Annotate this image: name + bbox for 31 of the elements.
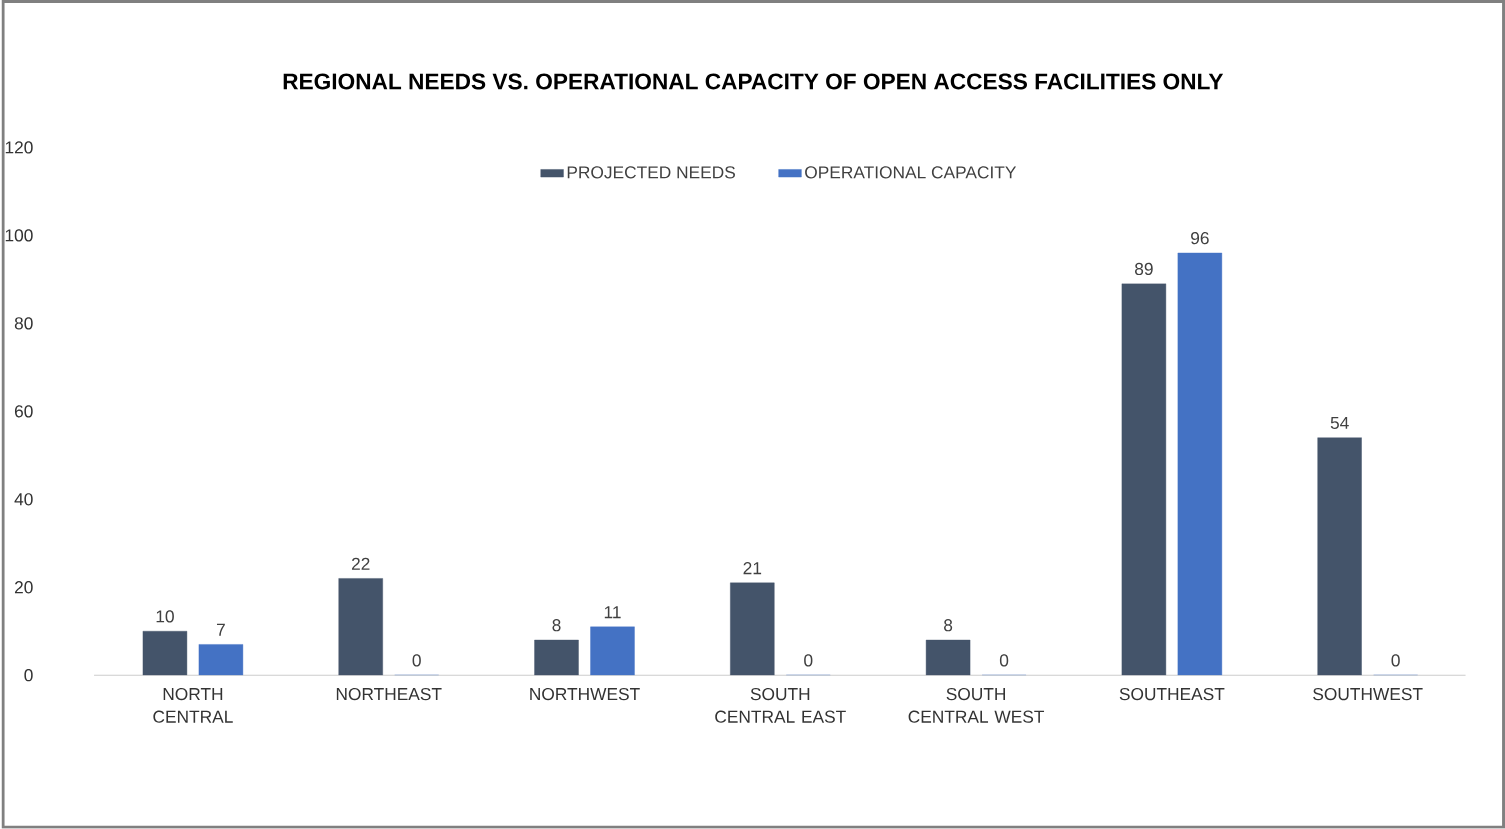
x-tick-label: NORTHWEST: [530, 688, 640, 701]
legend-label: PROJECTED NEEDS: [567, 166, 735, 179]
data-label: 11: [604, 606, 621, 619]
data-label: 7: [216, 623, 225, 636]
x-tick-label: SOUTH CENTRAL EAST: [715, 688, 846, 724]
y-tick-label: 20: [14, 581, 33, 594]
y-tick-label: 80: [14, 317, 33, 330]
y-tick-label: 120: [5, 141, 33, 154]
y-tick-label: 40: [14, 493, 33, 506]
x-tick-label: SOUTH CENTRAL WEST: [908, 688, 1045, 724]
data-label: 8: [944, 619, 953, 632]
data-label: 8: [552, 619, 561, 632]
chart-title: REGIONAL NEEDS VS. OPERATIONAL CAPACITY OF OPEN ACCESS FACILITIES ONLY: [283, 73, 1224, 90]
legend-label: OPERATIONAL CAPACITY: [805, 166, 1017, 179]
data-label: 89: [1135, 262, 1153, 276]
x-tick-label: SOUTHWEST: [1313, 688, 1423, 701]
data-label: 0: [999, 654, 1009, 667]
y-tick-label: 60: [14, 405, 33, 418]
data-label: 21: [743, 562, 762, 575]
data-label: 0: [1391, 654, 1400, 667]
y-tick-label: 100: [5, 229, 33, 242]
x-tick-label: SOUTHEAST: [1119, 688, 1225, 701]
data-label: 96: [1191, 232, 1209, 245]
data-label: 22: [351, 557, 370, 570]
data-label: 0: [412, 654, 421, 667]
x-tick-label: NORTH CENTRAL: [153, 688, 233, 724]
data-label: 0: [804, 654, 813, 667]
x-tick-label: NORTHEAST: [336, 688, 442, 701]
data-label: 10: [156, 610, 174, 623]
y-tick-label: 0: [24, 669, 33, 682]
data-label: 54: [1330, 417, 1349, 430]
